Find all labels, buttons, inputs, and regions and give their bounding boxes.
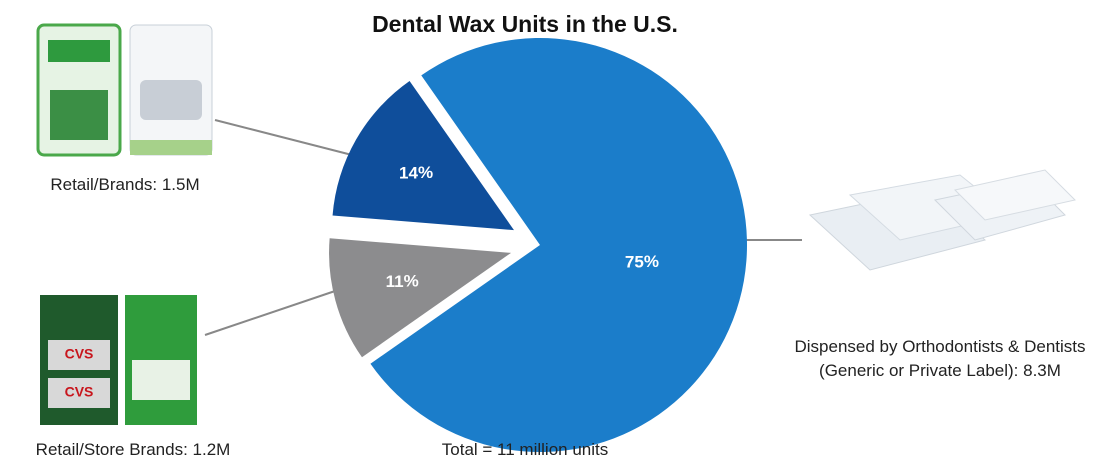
label-store-brands: Retail/Store Brands: 1.2M [35,440,231,459]
slice-label: 11% [386,272,419,291]
chart-title: Dental Wax Units in the U.S. [372,11,678,37]
label-retail-brands: Retail/Brands: 1.5M [50,175,200,194]
svg-text:CVS: CVS [65,384,94,400]
product-retail-brands [36,23,213,157]
product-store-brands: CVS CVS [40,295,197,425]
percent-sign: % [404,272,419,291]
percent-sign: % [644,252,659,271]
svg-text:CVS: CVS [65,346,94,362]
label-dispensed: Dispensed by Orthodontists & Dentists (G… [794,337,1086,380]
slice-label: 14% [399,163,433,182]
pie-slice [329,238,512,358]
pie-slice [332,81,514,231]
percent-sign: % [418,163,433,182]
annotation: Total = 11 million units [441,440,609,459]
pie-slice [370,38,747,452]
slice-label: 75% [625,252,659,271]
product-wax-boxes [808,169,1076,271]
